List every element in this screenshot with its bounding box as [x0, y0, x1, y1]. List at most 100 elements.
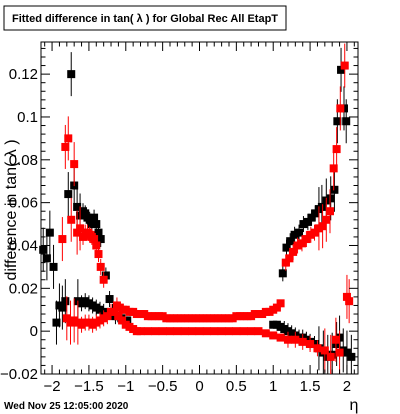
data-point: [331, 335, 340, 344]
data-point: [345, 297, 354, 306]
data-point: [81, 209, 90, 218]
data-point: [114, 312, 123, 321]
title-box: Fitted difference in tan( λ ) for Global…: [3, 5, 287, 31]
data-point: [332, 145, 341, 154]
data-point: [64, 134, 73, 143]
data-point: [276, 333, 285, 342]
data-point: [269, 331, 278, 340]
series-1: [58, 43, 354, 374]
data-point: [118, 316, 127, 325]
data-point: [58, 235, 67, 244]
x-axis-title: η: [350, 397, 359, 414]
data-point: [79, 232, 88, 241]
data-point: [90, 235, 99, 244]
data-point: [73, 202, 82, 211]
data-point: [210, 327, 219, 336]
x-tick-label: −0.5: [148, 378, 178, 395]
axis-layer: −2 −1.5 −1 −0.5 0 0.5 1 1.5 2 −0.02 0 0.02 0.04 0.06 0…: [0, 42, 358, 395]
data-point: [76, 224, 85, 233]
data-point: [143, 327, 152, 336]
data-point: [254, 327, 263, 336]
data-point: [62, 314, 71, 323]
data-point: [39, 245, 48, 254]
data-point: [173, 327, 182, 336]
data-point: [342, 292, 351, 301]
data-point: [302, 235, 311, 244]
data-point: [303, 217, 312, 226]
data-point: [325, 207, 334, 216]
data-point: [276, 299, 285, 308]
data-point: [336, 104, 345, 113]
data-point: [202, 327, 211, 336]
x-tick-label: 1.5: [300, 378, 321, 395]
data-point: [286, 237, 295, 246]
data-point: [151, 327, 160, 336]
data-point: [330, 185, 339, 194]
data-point: [70, 160, 79, 169]
y-axis-title: difference in tan( λ ): [3, 139, 20, 280]
data-point: [313, 344, 322, 353]
data-point: [291, 335, 300, 344]
y-tick-label: 0.02: [9, 280, 38, 297]
data-point: [298, 337, 307, 346]
data-point: [94, 228, 103, 237]
data-point: [61, 297, 70, 306]
data-point: [195, 327, 204, 336]
data-point: [311, 209, 320, 218]
data-point: [290, 230, 299, 239]
data-point: [310, 340, 319, 349]
y-tick-label: 0.12: [9, 66, 38, 83]
data-point: [322, 215, 331, 224]
data-point: [49, 262, 58, 271]
data-point: [96, 235, 105, 244]
data-point: [58, 303, 67, 312]
data-point: [261, 329, 270, 338]
y-tick-label: 0.06: [9, 195, 38, 212]
chart-title: Fitted difference in tan( λ ) for Global…: [12, 13, 278, 25]
data-point: [158, 327, 167, 336]
data-point: [73, 228, 82, 237]
data-point: [295, 228, 304, 237]
data-point: [94, 250, 103, 259]
y-tick-label: 0: [30, 323, 38, 340]
data-point: [337, 65, 346, 74]
data-point: [289, 247, 298, 256]
data-point: [326, 352, 335, 361]
data-point: [333, 117, 342, 126]
data-point: [318, 222, 327, 231]
title-frame: [3, 5, 287, 31]
data-point: [335, 348, 344, 357]
data-point: [87, 220, 96, 229]
data-point: [105, 295, 114, 304]
data-point: [42, 254, 51, 263]
data-point: [224, 327, 233, 336]
data-point: [90, 213, 99, 222]
x-tick-label: 0.5: [226, 378, 247, 395]
data-layer: [39, 43, 356, 374]
data-point: [92, 241, 101, 250]
data-point: [310, 228, 319, 237]
data-point: [332, 340, 341, 349]
data-point: [103, 312, 112, 321]
data-point: [293, 241, 302, 250]
data-point: [329, 164, 338, 173]
data-point: [188, 327, 197, 336]
data-point: [99, 275, 108, 284]
footer-timestamp: Wed Nov 25 12:05:00 2020: [4, 401, 129, 412]
data-point: [52, 318, 61, 327]
data-point: [67, 215, 76, 224]
data-point: [85, 215, 94, 224]
data-point: [166, 327, 175, 336]
y-tick-label: 0.08: [9, 152, 38, 169]
data-point: [317, 202, 326, 211]
data-point: [307, 213, 316, 222]
x-tick-label: −1: [117, 378, 134, 395]
x-tick-label: −2: [44, 378, 61, 395]
x-tick-label: 1: [269, 378, 277, 395]
data-point: [92, 220, 101, 229]
data-point: [340, 61, 349, 70]
data-point: [281, 258, 290, 267]
data-point: [239, 327, 248, 336]
data-point: [67, 70, 76, 79]
